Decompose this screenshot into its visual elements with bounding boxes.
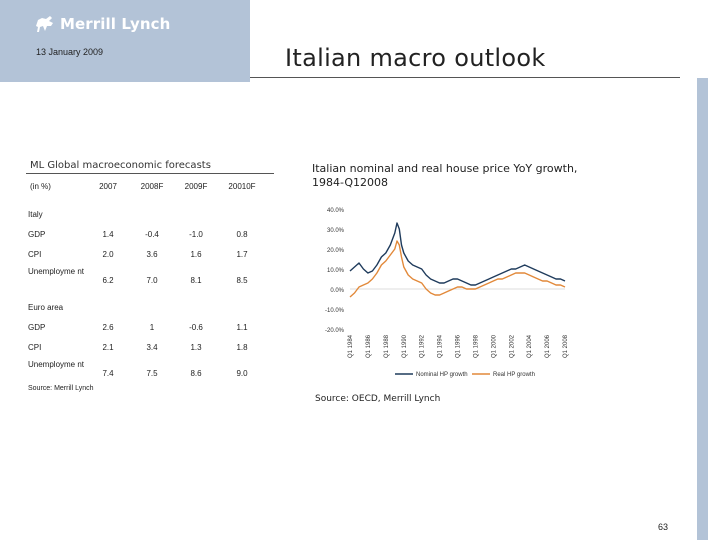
table-cell: 1.6	[190, 250, 202, 259]
table-column-header: (in %)	[30, 182, 51, 191]
table-row-label: CPI	[28, 250, 42, 259]
x-tick-label: Q1 2004	[527, 334, 533, 358]
x-tick-label: Q1 1994	[438, 334, 444, 358]
y-tick-label: 10.0%	[327, 268, 345, 274]
table-cell: 7.4	[102, 369, 114, 378]
table-source: Source: Merrill Lynch	[28, 385, 94, 392]
table-cell: 2.6	[102, 323, 114, 332]
logo: Merrill Lynch	[34, 14, 170, 34]
x-tick-label: Q1 2008	[563, 334, 569, 358]
y-tick-label: 0.0%	[330, 288, 344, 294]
x-tick-label: Q1 1988	[384, 334, 390, 358]
header-block	[0, 0, 250, 82]
table-cell: 2.0	[102, 250, 114, 259]
report-date: 13 January 2009	[36, 47, 104, 57]
table-cell: 6.2	[102, 276, 114, 285]
table-cell: 1.1	[236, 323, 248, 332]
table-cell: 1.3	[190, 343, 202, 352]
x-tick-label: Q1 1992	[420, 334, 426, 358]
logo-text: Merrill Lynch	[60, 15, 171, 33]
table-cell: -1.0	[189, 230, 203, 239]
table-column-header: 2008F	[140, 182, 164, 191]
table-cell: 1	[149, 323, 155, 332]
y-tick-label: -10.0%	[325, 308, 345, 314]
x-tick-label: Q1 1984	[348, 334, 354, 358]
page-title: Italian macro outlook	[285, 44, 546, 72]
title-rule	[250, 77, 680, 78]
table-cell: 7.0	[146, 276, 158, 285]
y-tick-label: 40.0%	[327, 208, 345, 214]
table-cell: 8.1	[190, 276, 202, 285]
sidebar-bar	[697, 78, 708, 540]
table-cell: 1.8	[236, 343, 248, 352]
table-cell: 3.4	[146, 343, 158, 352]
table-cell: 1.4	[102, 230, 114, 239]
table-row-label: GDP	[28, 323, 46, 332]
table-row-label: GDP	[28, 230, 46, 239]
y-tick-label: 30.0%	[327, 228, 345, 234]
table-column-header: 2009F	[184, 182, 208, 191]
table-row-label: Unemployme nt	[28, 360, 85, 369]
table-title-rule	[26, 173, 274, 174]
table-cell: 8.5	[236, 276, 248, 285]
x-tick-label: Q1 1996	[456, 334, 462, 358]
table-cell: -0.4	[145, 230, 159, 239]
x-tick-label: Q1 2002	[509, 334, 515, 358]
nominal-hp-growth-line	[349, 222, 566, 286]
table-cell: 1.7	[236, 250, 248, 259]
legend-label: Nominal HP growth	[416, 372, 468, 378]
table-cell: 2.1	[102, 343, 114, 352]
table-title: ML Global macroeconomic forecasts	[30, 160, 211, 171]
x-tick-label: Q1 1990	[402, 334, 408, 358]
table-cell: 7.5	[146, 369, 158, 378]
table-cell: 9.0	[236, 369, 248, 378]
page-number: 63	[658, 522, 669, 532]
real-hp-growth-line	[349, 240, 566, 298]
x-tick-label: Q1 1998	[473, 334, 479, 358]
table-cell: 8.6	[190, 369, 202, 378]
table-section-label: Italy	[28, 210, 43, 219]
chart-source: Source: OECD, Merrill Lynch	[315, 394, 441, 404]
x-tick-label: Q1 2006	[545, 334, 551, 358]
y-tick-label: 20.0%	[327, 248, 345, 254]
legend-label: Real HP growth	[493, 372, 535, 378]
y-tick-label: -20.0%	[325, 328, 345, 334]
bull-icon	[36, 16, 53, 32]
table-cell: 3.6	[146, 250, 158, 259]
x-tick-label: Q1 1986	[366, 334, 372, 358]
house-price-chart: 40.0%30.0%20.0%10.0%0.0%-10.0%-20.0%Q1 1…	[325, 208, 569, 378]
chart-title: Italian nominal and real house price YoY…	[312, 162, 578, 189]
table-column-header: 20010F	[228, 182, 256, 191]
x-tick-label: Q1 2000	[491, 334, 497, 358]
table-row-label: CPI	[28, 343, 42, 352]
table-cell: 0.8	[236, 230, 248, 239]
table-row-label: Unemployme nt	[28, 267, 85, 276]
table-section-label: Euro area	[28, 303, 64, 312]
table-cell: -0.6	[189, 323, 203, 332]
table-column-header: 2007	[99, 182, 117, 191]
